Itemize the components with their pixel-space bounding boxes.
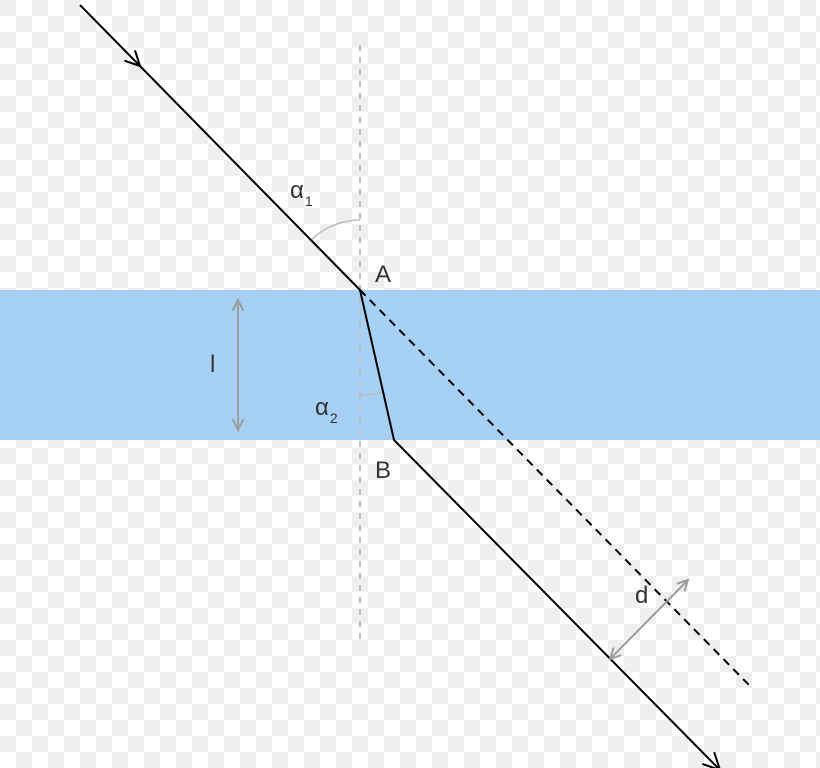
label-d: d (635, 582, 648, 609)
label-A: A (375, 261, 391, 288)
label-B: B (375, 457, 391, 484)
label-l: l (210, 351, 215, 378)
refracting-slab (0, 290, 820, 440)
